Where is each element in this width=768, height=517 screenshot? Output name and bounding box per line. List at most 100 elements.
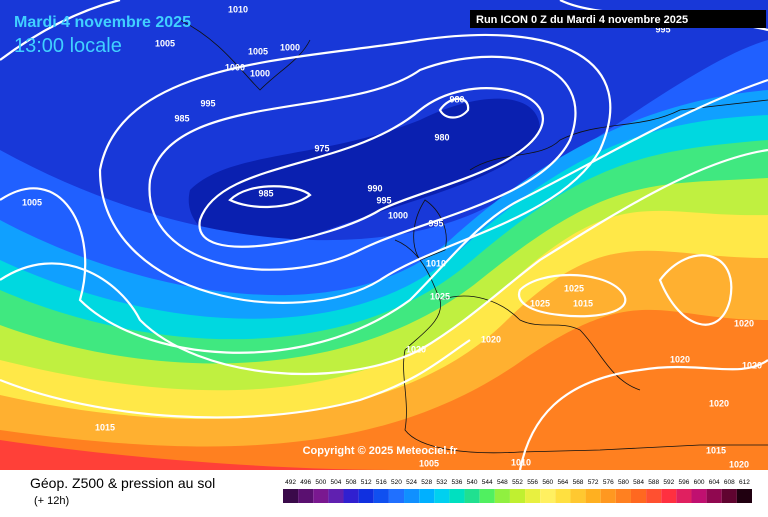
scale-swatch: [328, 489, 344, 503]
scale-swatch: [540, 489, 556, 503]
scale-swatch: [434, 489, 450, 503]
isobar-label: 1020: [406, 344, 426, 354]
isobar-label: 1005: [155, 38, 175, 48]
isobar-label: 1000: [250, 68, 270, 78]
isobar-label: 1005: [248, 46, 268, 56]
geopotential-bands: [0, 40, 768, 470]
isobar-label: 1005: [22, 197, 42, 207]
scale-swatch: [313, 489, 329, 503]
scale-label: 600: [694, 479, 705, 486]
scale-label: 588: [648, 479, 659, 486]
scale-label: 532: [436, 479, 447, 486]
scale-swatch: [464, 489, 480, 503]
scale-label: 528: [421, 479, 432, 486]
scale-label: 552: [512, 479, 523, 486]
isobar-label: 1020: [734, 318, 754, 328]
scale-label: 608: [724, 479, 735, 486]
scale-swatch: [600, 489, 616, 503]
color-scale: 492 496 500 504 508 512 516 520 524 528 532 536 540 5…: [283, 479, 752, 503]
isobar-label: 1000: [225, 62, 245, 72]
scale-swatch: [570, 489, 586, 503]
isobar-label: 1020: [742, 360, 762, 370]
scale-swatch: [509, 489, 526, 503]
scale-swatch: [479, 489, 495, 503]
footer-title: Géop. Z500 & pression au sol: [30, 475, 215, 491]
scale-label: 576: [603, 479, 614, 486]
isobar-label: 1025: [430, 291, 450, 301]
scale-swatch: [630, 489, 647, 503]
scale-label: 612: [739, 479, 750, 486]
scale-label: 564: [557, 479, 568, 486]
scale-label: 536: [452, 479, 463, 486]
scale-swatch: [283, 489, 299, 503]
date: Mardi 4 novembre 2025: [14, 14, 191, 31]
isobar-label: 1020: [481, 334, 501, 344]
scale-label: 604: [709, 479, 720, 486]
run-banner: [470, 10, 766, 28]
scale-label: 500: [315, 479, 326, 486]
scale-swatch: [706, 489, 722, 503]
isobar-label: 985: [258, 188, 273, 198]
run-info: Run ICON 0 Z du Mardi 4 novembre 2025: [476, 14, 688, 26]
scale-label: 508: [346, 479, 357, 486]
isobar-label: 1010: [228, 4, 248, 14]
scale-label: 596: [678, 479, 689, 486]
scale-label: 520: [391, 479, 402, 486]
scale-swatch: [494, 489, 510, 503]
isobar-label: 995: [200, 98, 215, 108]
isobar-label: 1025: [564, 283, 584, 293]
scale-label: 512: [361, 479, 372, 486]
scale-swatch: [449, 489, 465, 503]
isobar-label: 1020: [729, 459, 749, 469]
scale-label: 492: [285, 479, 296, 486]
isobar-label: 975: [314, 143, 329, 153]
scale-label: 496: [300, 479, 311, 486]
isobar-label: 1000: [388, 210, 408, 220]
scale-swatch: [373, 489, 389, 503]
scale-label: 592: [663, 479, 674, 486]
scale-label: 580: [618, 479, 629, 486]
scale-swatch: [736, 489, 752, 503]
isobar-label: 1015: [706, 445, 726, 455]
isobar-label: 1020: [670, 354, 690, 364]
scale-label: 548: [497, 479, 508, 486]
scale-swatch: [585, 489, 601, 503]
scale-swatch: [555, 489, 571, 503]
coastlines: [179, 19, 768, 454]
scale-swatch: [646, 489, 662, 503]
time: 13:00 locale: [14, 35, 122, 57]
scale-label: 544: [482, 479, 493, 486]
scale-label: 560: [542, 479, 553, 486]
isobar-label: 1005: [419, 458, 439, 468]
isobar-label: 980: [449, 94, 464, 104]
scale-swatch: [721, 489, 737, 503]
scale-swatch: [298, 489, 314, 503]
isobar-label: 980: [434, 132, 449, 142]
scale-swatch: [615, 489, 631, 503]
isobars: [0, 0, 768, 471]
scale-swatch: [661, 489, 677, 503]
isobar-label: 1015: [95, 422, 115, 432]
isobar-label: 1025: [530, 298, 550, 308]
isobar-label: 990: [367, 183, 382, 193]
scale-label: 568: [573, 479, 584, 486]
scale-swatch: [419, 489, 435, 503]
isobar-label: 995: [655, 24, 670, 34]
isobar-label: 1010: [426, 258, 446, 268]
isobar-label: 985: [174, 113, 189, 123]
isobar-label: 995: [428, 218, 443, 228]
isobar-label: 1010: [511, 457, 531, 467]
scale-label: 516: [376, 479, 387, 486]
scale-label: 556: [527, 479, 538, 486]
scale-label: 540: [467, 479, 478, 486]
copyright: Copyright © 2025 Meteociel.fr: [303, 445, 459, 457]
footer-subtitle: (+ 12h): [34, 495, 69, 507]
scale-swatch: [676, 489, 692, 503]
scale-label: 572: [588, 479, 599, 486]
scale-swatch: [388, 489, 405, 503]
scale-swatch: [343, 489, 359, 503]
scale-swatch: [691, 489, 707, 503]
scale-swatch: [404, 489, 420, 503]
scale-label: 584: [633, 479, 644, 486]
